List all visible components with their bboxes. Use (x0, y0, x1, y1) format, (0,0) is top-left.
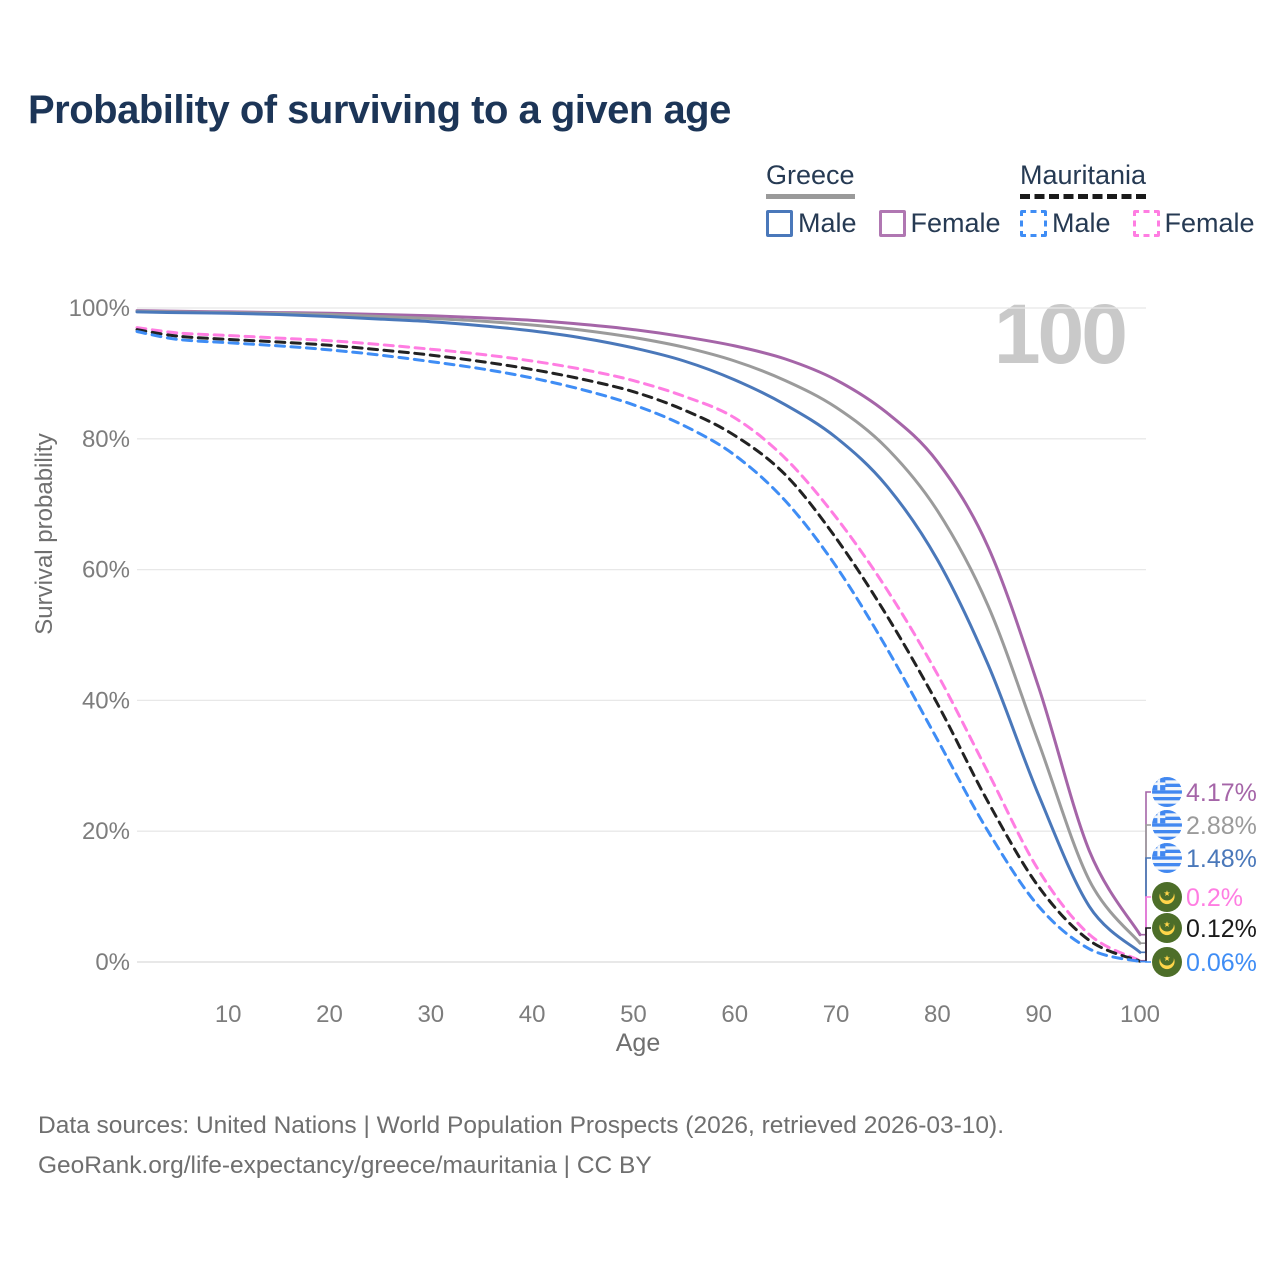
legend-label-mauritania-male[interactable]: Male (1052, 208, 1111, 238)
legend-label-greece-male[interactable]: Male (798, 208, 857, 238)
footer-data-sources: Data sources: United Nations | World Pop… (38, 1112, 1005, 1139)
curve-greece-female[interactable] (135, 309, 1142, 937)
x-axis-title: Age (615, 1029, 661, 1057)
footer-attribution: GeoRank.org/life-expectancy/greece/mauri… (38, 1152, 652, 1179)
x-tick-label-50: 50 (620, 1001, 647, 1028)
curve-mauritania-all[interactable] (135, 328, 1142, 963)
legend-swatch-mauritania-female[interactable] (1132, 210, 1160, 237)
mauritania-flag-icon (1152, 947, 1182, 977)
greece-flag-icon (1152, 810, 1182, 840)
y-tick-label-100: 100% (69, 295, 130, 322)
x-tick-label-40: 40 (519, 1001, 546, 1028)
curves (135, 309, 1142, 964)
mauritania-flag-icon (1152, 913, 1182, 943)
curve-greece-male[interactable] (135, 310, 1142, 954)
greece-flag-icon (1152, 777, 1182, 807)
end-label-value-4: 0.12% (1186, 915, 1257, 943)
x-tick-label-100: 100 (1120, 1001, 1160, 1028)
x-tick-label-70: 70 (823, 1001, 850, 1028)
y-tick-label-0: 0% (95, 949, 130, 976)
x-tick-label-90: 90 (1025, 1001, 1052, 1028)
legend-group-greece: Greece Male Female (766, 160, 1023, 239)
curve-mauritania-female[interactable] (135, 326, 1142, 963)
x-tick-label-80: 80 (924, 1001, 951, 1028)
x-tick-label-10: 10 (215, 1001, 242, 1028)
legend-swatch-greece-female[interactable] (878, 210, 906, 237)
y-tick-label-40: 40% (82, 687, 130, 714)
x-tick-label-30: 30 (417, 1001, 444, 1028)
curve-mauritania-male[interactable] (135, 330, 1142, 964)
curve-greece-all[interactable] (135, 309, 1142, 945)
greece-flag-icon (1152, 843, 1182, 873)
watermark-age-value: 100 (993, 287, 1128, 381)
leader-lines (1140, 791, 1151, 963)
legend-label-mauritania-female[interactable]: Female (1164, 208, 1255, 238)
legend-swatch-greece-male[interactable] (766, 210, 793, 237)
x-tick-label-20: 20 (316, 1001, 343, 1028)
y-tick-label-60: 60% (82, 557, 130, 584)
footer: Data sources: United Nations | World Pop… (38, 1106, 1004, 1186)
end-label-value-2: 1.48% (1186, 845, 1257, 873)
axis-ticks: 0% 20% 40% 60% 80% 100% 10 20 30 40 50 60 70 80 90 100 (69, 295, 1160, 1028)
legend-swatch-mauritania-male[interactable] (1020, 210, 1047, 237)
legend-country-mauritania[interactable]: Mauritania (1020, 160, 1147, 199)
x-tick-label-60: 60 (721, 1001, 748, 1028)
page-title: Probability of surviving to a given age (28, 88, 731, 132)
legend-label-greece-female[interactable]: Female (910, 208, 1001, 238)
end-label-value-3: 0.2% (1186, 884, 1243, 912)
end-label-value-5: 0.06% (1186, 949, 1257, 977)
gridlines (137, 307, 1146, 963)
legend-country-greece[interactable]: Greece (766, 160, 855, 199)
y-tick-label-20: 20% (82, 818, 130, 845)
y-tick-label-80: 80% (82, 426, 130, 453)
end-label-flags (1152, 777, 1182, 977)
legend-group-mauritania: Mauritania Male Female (1020, 160, 1277, 239)
mauritania-flag-icon (1152, 882, 1182, 912)
leader-line-4 (1140, 927, 1151, 962)
end-label-values: 4.17% 2.88% 1.48% 0.2% 0.12% 0.06% (1186, 779, 1257, 977)
end-label-value-0: 4.17% (1186, 779, 1257, 807)
end-label-value-1: 2.88% (1186, 812, 1257, 840)
